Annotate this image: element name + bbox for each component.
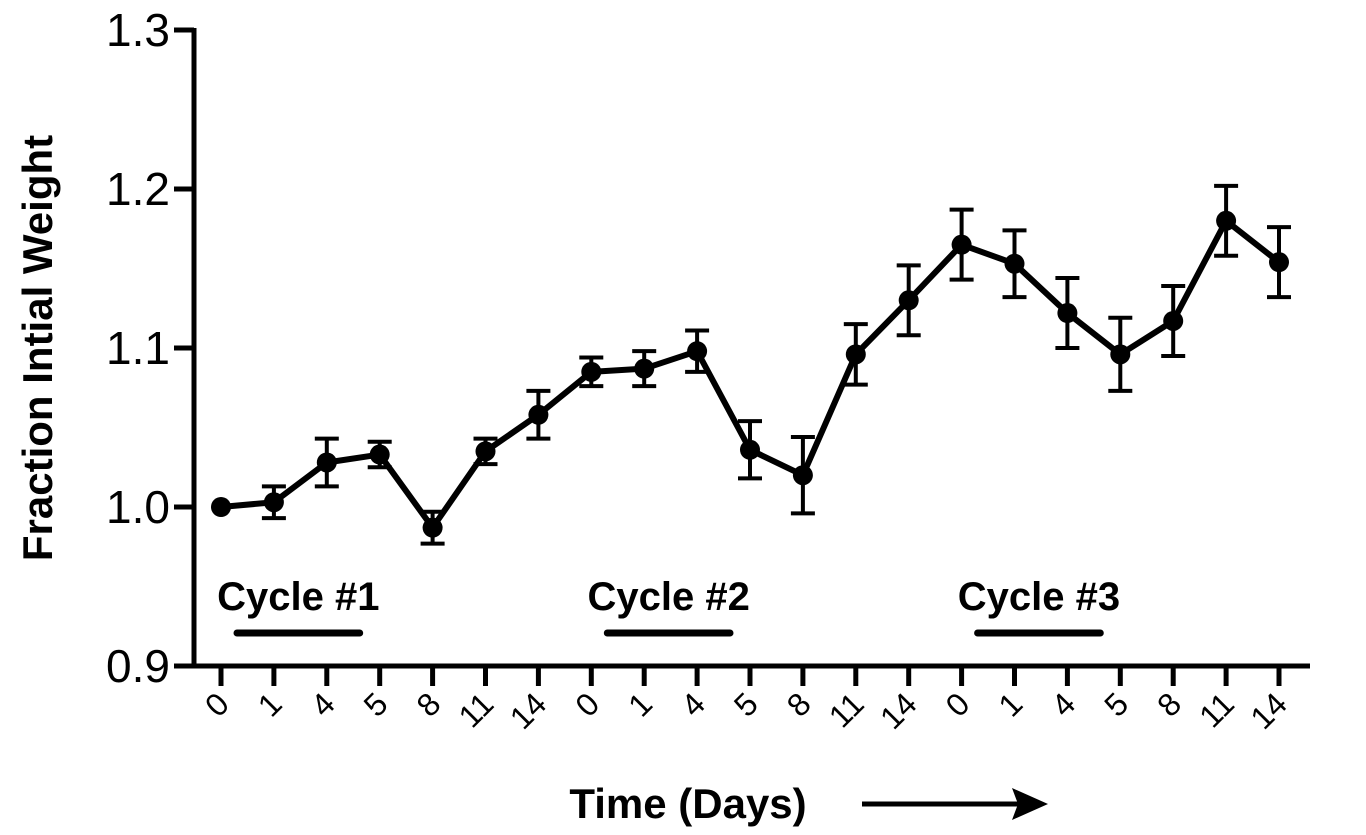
data-point <box>1110 344 1131 365</box>
cycle-annotations: Cycle #1 Cycle #2 Cycle #3 <box>217 575 1120 637</box>
data-point <box>581 361 602 382</box>
data-point <box>845 344 866 365</box>
x-tick-label: 11 <box>452 685 501 734</box>
x-tick-label: 0 <box>939 685 977 723</box>
data-series <box>211 183 1291 546</box>
data-point <box>898 290 919 311</box>
data-point <box>475 441 496 462</box>
x-tick-label: 0 <box>568 685 606 723</box>
axes <box>174 27 1310 686</box>
data-point <box>316 452 337 473</box>
cycle-label: Cycle #2 <box>587 575 749 619</box>
data-point <box>422 517 443 538</box>
x-tick-label: 11 <box>822 685 871 734</box>
x-tick-label: 4 <box>674 685 712 723</box>
x-tick-label: 4 <box>1044 685 1082 723</box>
x-axis-arrow-head <box>1012 788 1048 820</box>
data-point <box>528 404 549 425</box>
data-point <box>1269 252 1289 273</box>
y-tick-label: 1.2 <box>106 163 170 215</box>
x-axis-arrow <box>862 788 1048 820</box>
x-tick-label: 4 <box>304 685 342 723</box>
cycle-label: Cycle #3 <box>958 575 1120 619</box>
x-tick-label: 11 <box>1192 685 1241 734</box>
data-point <box>1163 310 1184 331</box>
y-tick-label: 1.3 <box>106 4 170 56</box>
x-axis-label: Time (Days) <box>569 780 806 827</box>
data-point <box>263 492 284 513</box>
x-tick-label: 0 <box>198 685 236 723</box>
x-tick-label: 8 <box>1150 685 1188 723</box>
x-tick-label: 1 <box>251 685 289 723</box>
data-point <box>740 439 760 460</box>
x-tick-label: 8 <box>410 685 448 723</box>
x-tick-label: 1 <box>991 685 1029 723</box>
data-point <box>211 497 231 517</box>
y-axis-label: Fraction Intial Weight <box>14 135 61 561</box>
x-tick-label: 5 <box>727 685 765 723</box>
data-point <box>687 341 708 362</box>
x-tick-label: 8 <box>780 685 818 723</box>
data-point <box>792 465 813 486</box>
y-tick-label: 1.1 <box>106 322 170 374</box>
y-tick-labels: 0.9 1.0 1.1 1.2 1.3 <box>106 4 170 692</box>
data-point <box>634 358 655 379</box>
x-tick-label: 1 <box>621 685 659 723</box>
data-point <box>369 444 390 465</box>
data-point <box>1057 303 1078 324</box>
x-tick-label: 14 <box>873 685 924 736</box>
x-tick-labels: 0 1 4 5 8 11 14 0 1 4 5 8 11 14 0 1 4 5 8 11 14 <box>198 685 1294 736</box>
x-tick-label: 14 <box>1243 685 1294 736</box>
data-point <box>1216 210 1237 231</box>
data-point <box>951 234 972 255</box>
x-tick-label: 5 <box>1097 685 1135 723</box>
y-tick-label: 0.9 <box>106 640 170 692</box>
x-tick-label: 5 <box>357 685 395 723</box>
y-tick-label: 1.0 <box>106 481 170 533</box>
cycle-label: Cycle #1 <box>217 575 379 619</box>
data-point <box>1004 253 1025 274</box>
x-tick-label: 14 <box>503 685 554 736</box>
